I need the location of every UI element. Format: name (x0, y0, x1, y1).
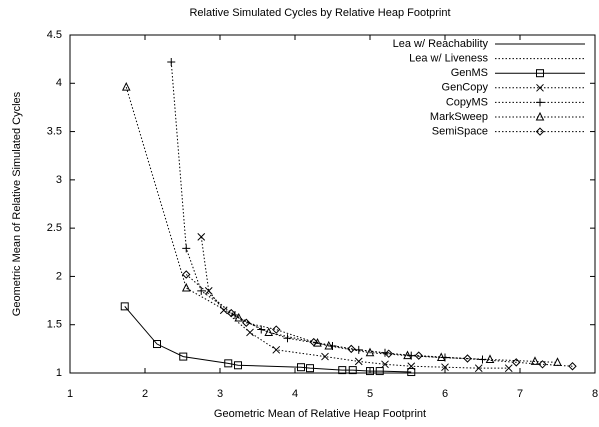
marker-triangle (485, 354, 495, 363)
marker-diamond (347, 344, 356, 354)
marker-square (348, 366, 357, 375)
marker-cross (321, 352, 329, 361)
marker-cross (441, 363, 449, 372)
x-tick-label: 7 (517, 388, 523, 400)
marker-square (338, 366, 347, 375)
marker-square (536, 69, 544, 78)
legend-label: Lea w/ Liveness (409, 53, 488, 65)
series-line (124, 306, 412, 373)
marker-cross (474, 364, 483, 373)
marker-cross (272, 345, 281, 354)
marker-diamond (182, 270, 191, 279)
y-tick-label: 4 (56, 77, 62, 89)
y-tick-label: 2 (56, 270, 62, 282)
marker-plus (197, 286, 206, 295)
marker-triangle (365, 347, 375, 357)
marker-square (366, 367, 374, 376)
marker-square (179, 352, 188, 361)
marker-square (297, 363, 305, 372)
y-tick-label: 2.5 (47, 222, 62, 234)
y-tick-label: 1 (56, 367, 62, 379)
marker-cross (354, 357, 363, 366)
marker-cross (407, 362, 416, 371)
marker-triangle (530, 356, 540, 365)
marker-cross (504, 364, 513, 373)
marker-diamond (414, 351, 423, 360)
series-line (200, 236, 509, 369)
marker-plus (283, 334, 292, 343)
x-tick-label: 2 (142, 388, 148, 400)
marker-diamond (535, 127, 545, 136)
y-axis-label: Geometric Mean of Relative Simulated Cyc… (11, 91, 23, 316)
y-tick-label: 1.5 (47, 319, 62, 331)
series-line (125, 87, 558, 363)
legend-label: Lea w/ Reachability (393, 38, 489, 50)
x-tick-label: 8 (592, 388, 598, 400)
x-axis-label: Geometric Mean of Relative Heap Footprin… (214, 408, 426, 420)
marker-diamond (568, 362, 577, 371)
marker-cross (246, 328, 254, 337)
marker-plus (182, 244, 191, 253)
marker-triangle (234, 312, 244, 322)
marker-cross (204, 287, 213, 295)
x-tick-label: 5 (367, 388, 373, 400)
marker-cross (219, 306, 228, 315)
x-tick-label: 1 (67, 388, 73, 400)
y-tick-label: 3.5 (47, 125, 62, 137)
marker-diamond (309, 337, 318, 347)
marker-triangle (313, 337, 322, 347)
marker-plus (381, 348, 389, 357)
marker-diamond (227, 308, 236, 318)
x-tick-label: 6 (442, 388, 448, 400)
marker-plus (257, 325, 266, 334)
legend-label: GenCopy (442, 82, 489, 94)
legend-label: GenMS (451, 67, 488, 79)
marker-square (234, 361, 242, 370)
marker-square (306, 364, 314, 373)
marker-triangle (121, 82, 131, 91)
marker-triangle (535, 111, 545, 121)
x-tick-label: 4 (292, 388, 298, 400)
marker-square (375, 367, 384, 376)
legend-label: CopyMS (446, 96, 488, 108)
marker-plus (536, 98, 544, 107)
marker-triangle (403, 350, 412, 360)
x-tick-label: 3 (217, 388, 223, 400)
marker-plus (167, 58, 176, 67)
marker-triangle (264, 327, 274, 336)
chart-title: Relative Simulated Cycles by Relative He… (189, 7, 450, 19)
marker-cross (536, 83, 544, 92)
y-tick-label: 4.5 (47, 29, 62, 41)
legend-label: SemiSpace (432, 126, 488, 138)
marker-cross (197, 232, 206, 241)
marker-diamond (538, 360, 547, 369)
y-tick-label: 3 (56, 174, 62, 186)
marker-diamond (242, 318, 251, 327)
marker-square (407, 368, 416, 377)
marker-diamond (512, 358, 521, 367)
marker-diamond (463, 354, 472, 363)
marker-square (153, 340, 161, 349)
marker-cross (381, 360, 389, 369)
marker-diamond (384, 349, 393, 358)
marker-square (120, 302, 129, 311)
marker-diamond (272, 325, 281, 334)
marker-square (224, 359, 233, 368)
legend-label: MarkSweep (430, 111, 488, 123)
marker-triangle (181, 282, 191, 292)
